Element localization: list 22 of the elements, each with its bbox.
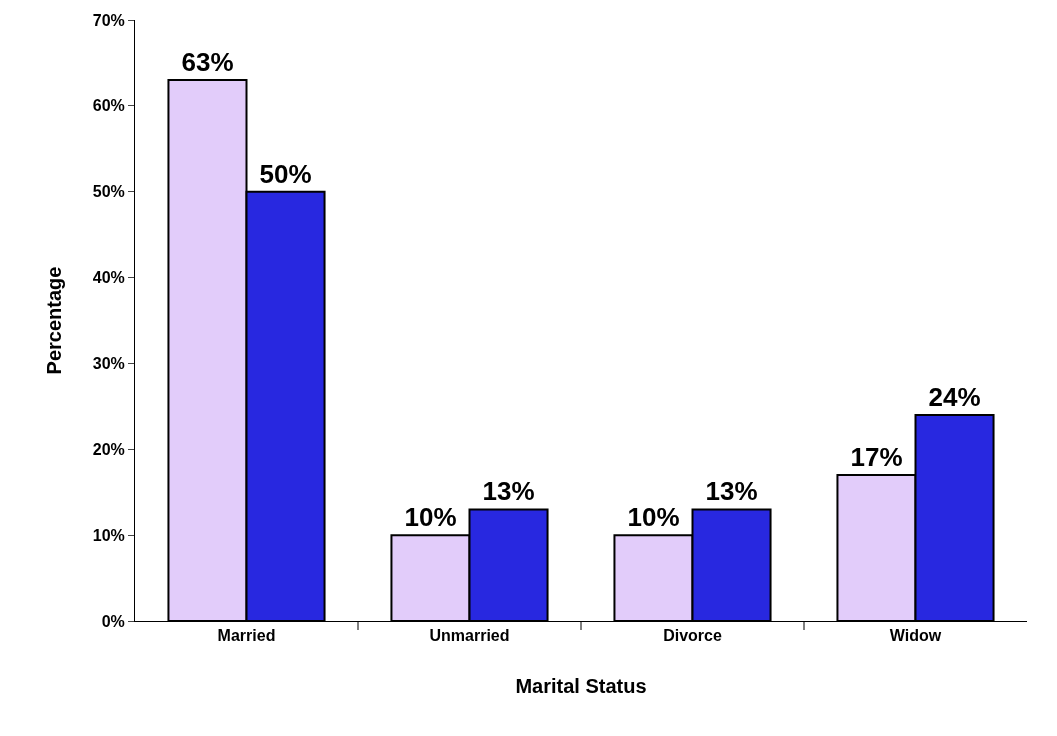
y-tick-label: 10% [92,526,125,544]
y-tick-label: 60% [92,97,125,115]
data-label: 17% [850,442,903,473]
x-axis-title: Marital Status [515,674,647,697]
y-tick-label: 50% [92,183,125,201]
data-label: 10% [404,502,457,533]
data-label: 63% [181,47,234,78]
data-label: 13% [705,476,758,507]
data-label: 10% [627,502,680,533]
data-label: 24% [928,381,981,412]
x-tick-label: Divorce [663,627,722,645]
y-axis-title: Percentage [43,266,66,375]
x-tick-label: Unmarried [429,627,510,645]
data-label: 13% [482,476,535,507]
y-tick-label: 0% [101,612,125,630]
y-tick-label: 20% [92,440,125,458]
y-tick-label: 70% [92,11,125,29]
data-label: 50% [259,158,312,189]
y-tick-label: 30% [92,355,125,373]
y-tick-label: 40% [92,269,125,287]
x-tick-label: Married [217,627,276,645]
x-tick-label: Widow [889,627,942,645]
